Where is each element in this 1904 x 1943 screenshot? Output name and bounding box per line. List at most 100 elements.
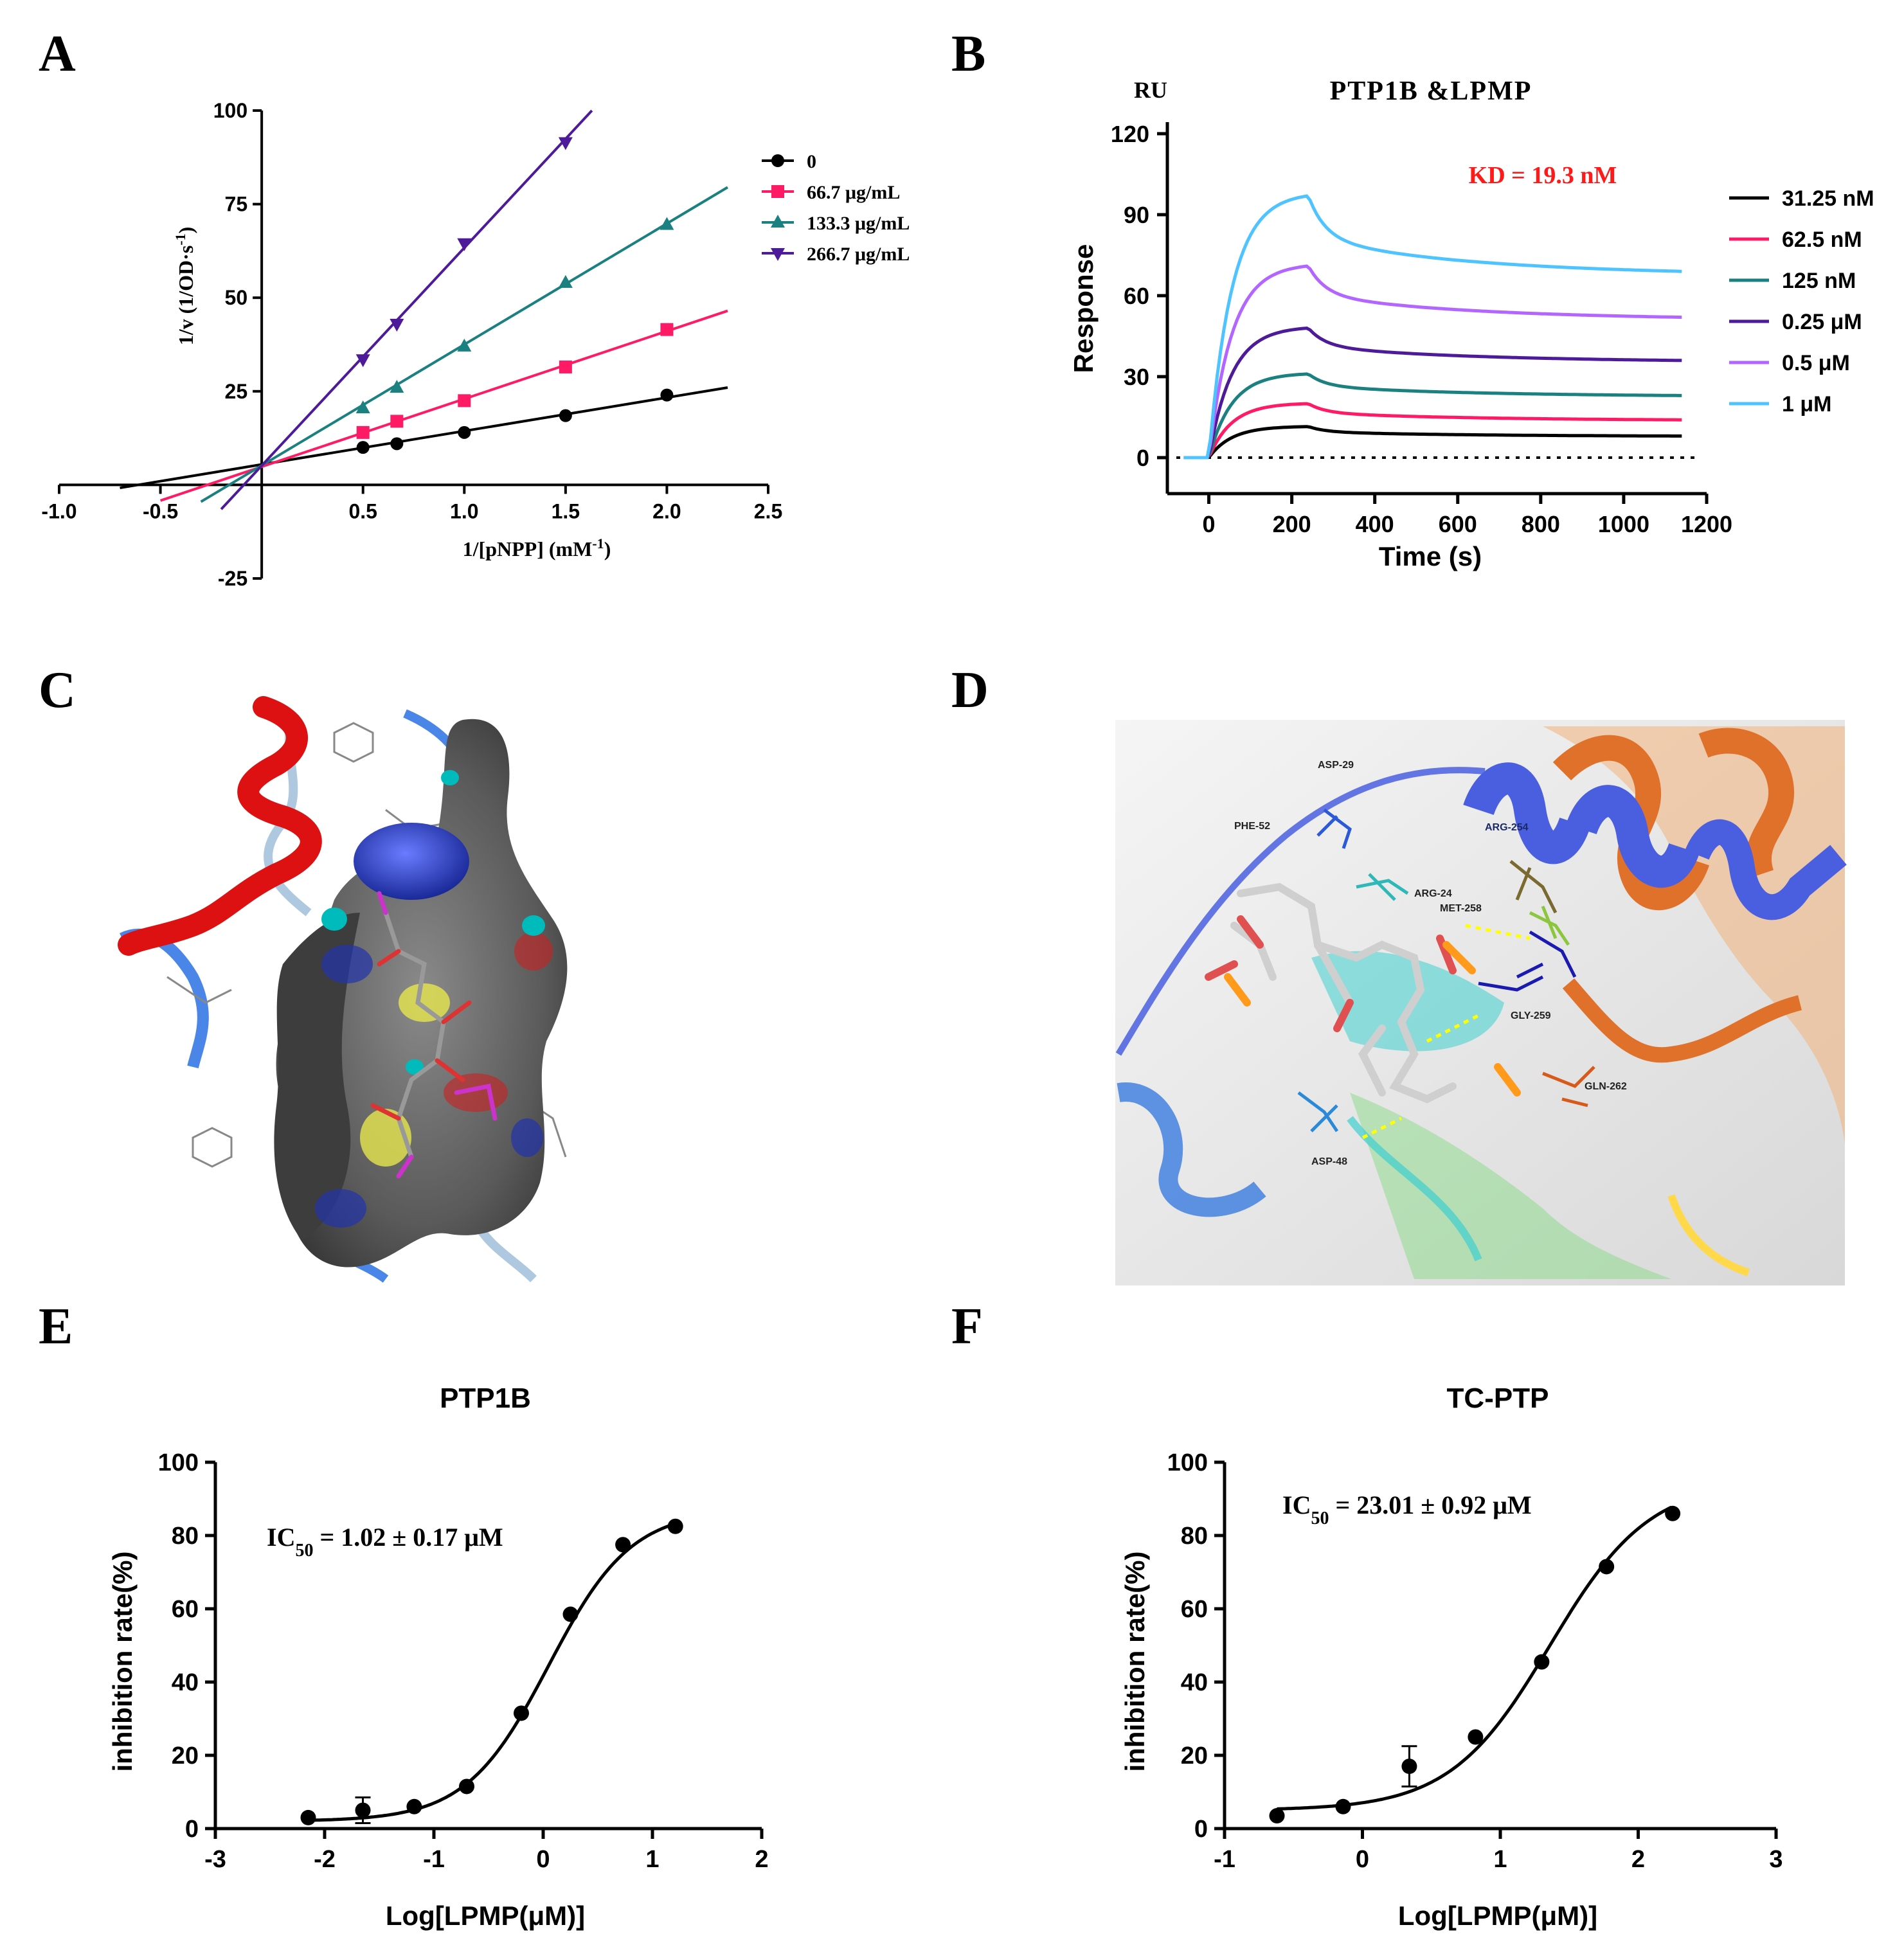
- panel-e-ylabel: inhibition rate(%): [107, 1552, 138, 1772]
- panel-e-data-point: [355, 1802, 371, 1818]
- panel-e-x-tick-label: 0: [536, 1846, 550, 1873]
- panel-b-spr-sensorgram: RU PTP1B &LPMP KD = 19.3 nM 0 200 400 600 80…: [1068, 76, 1874, 571]
- panel-e-points: [300, 1518, 683, 1825]
- panel-b-x-tick-label: 0: [1203, 511, 1216, 537]
- panel-f-xlabel: Log[LPMP(μM)]: [1398, 1901, 1597, 1931]
- panel-e-axes: [213, 1462, 762, 1831]
- panel-b-legend-label: 31.25 nM: [1782, 186, 1874, 211]
- panel-a-fit-line: [220, 109, 593, 510]
- residue-label-gly259: GLY-259: [1511, 1010, 1551, 1021]
- panel-b-curve: [1183, 264, 1682, 460]
- panel-a-ticks: -1.0 -0.5 0.5 1.0 1.5 2.0 2.5 -25 25 50 75 100: [41, 99, 782, 590]
- panel-a-lineweaver-burk-plot: -1.0 -0.5 0.5 1.0 1.5 2.0 2.5 -25 25 50 75 100 1/v …: [41, 99, 910, 590]
- panel-b-title: PTP1B &LPMP: [1330, 76, 1532, 106]
- panel-a-data-point: [355, 354, 370, 368]
- panel-e-y-tick-label: 40: [172, 1669, 199, 1696]
- panel-b-y-tick-label: 30: [1124, 364, 1149, 390]
- panel-f-data-point: [1335, 1798, 1351, 1814]
- panel-a-x-tick-label: -0.5: [143, 499, 178, 523]
- panel-e-x-tick-label: 1: [645, 1846, 659, 1873]
- panel-b-curve: [1183, 327, 1682, 460]
- panel-b-y-tick-label: 0: [1136, 445, 1149, 471]
- panel-a-data-point: [356, 441, 370, 454]
- panel-f-x-tick-label: 2: [1631, 1846, 1645, 1873]
- panel-f-y-tick-label: 80: [1181, 1523, 1208, 1550]
- panel-a-legend-label: 0: [807, 151, 816, 172]
- panel-e-x-tick-label: -2: [314, 1846, 336, 1873]
- residue-label-phe52: PHE-52: [1234, 821, 1270, 832]
- panel-a-data-point: [559, 409, 572, 422]
- panel-b-curves: [1183, 194, 1682, 460]
- panel-a-legend-label: 266.7 μg/mL: [807, 244, 910, 265]
- panel-a-data-point: [458, 425, 471, 439]
- panel-b-curve: [1183, 425, 1682, 460]
- panel-f-x-tick-label: 3: [1769, 1846, 1783, 1873]
- panel-a-x-tick-label: 2.0: [652, 499, 681, 523]
- panel-letter-c: C: [39, 662, 76, 719]
- panel-b-x-tick-label: 1000: [1598, 511, 1649, 537]
- panel-b-legend: 31.25 nM 62.5 nM 125 nM 0.25 μM 0.5 μM 1 μM: [1729, 186, 1874, 416]
- panel-a-data-point: [457, 338, 472, 352]
- panel-b-legend-label: 1 μM: [1782, 392, 1831, 416]
- panel-d-docking-complex: ASP-29 PHE-52 ARG-254 ARG-24 MET-258 GLY…: [1115, 720, 1847, 1285]
- panel-a-data-point: [458, 394, 471, 407]
- panel-f-data-point: [1269, 1808, 1285, 1824]
- panel-f-y-tick-label: 60: [1181, 1596, 1208, 1623]
- panel-b-x-tick-label: 800: [1522, 511, 1560, 537]
- panel-a-y-tick-label: 100: [213, 99, 247, 122]
- panel-f-data-point: [1534, 1654, 1550, 1670]
- panel-b-xlabel: Time (s): [1379, 541, 1482, 571]
- panel-f-title: TC-PTP: [1447, 1383, 1549, 1414]
- panel-e-data-point: [514, 1705, 529, 1721]
- panel-a-legend-marker: [771, 215, 785, 228]
- panel-f-y-tick-label: 20: [1181, 1742, 1208, 1769]
- panel-letter-f: F: [951, 1298, 983, 1355]
- panel-e-y-tick-label: 20: [172, 1742, 199, 1769]
- panel-a-y-tick-label: 75: [225, 193, 248, 216]
- panel-b-legend-label: 62.5 nM: [1782, 228, 1862, 252]
- panel-a-data-point: [558, 274, 573, 288]
- panel-f-ic50-annotation: IC50 = 23.01 ± 0.92 μM: [1282, 1491, 1532, 1528]
- panel-a-data-point: [660, 217, 674, 230]
- panel-b-ticks: 0 200 400 600 800 1000 1200 0 30 60 90 120: [1111, 121, 1732, 537]
- panel-f-x-tick-label: 1: [1493, 1846, 1507, 1873]
- panel-b-kd-annotation: KD = 19.3 nM: [1469, 162, 1617, 189]
- panel-letter-a: A: [39, 26, 76, 82]
- panel-b-curve: [1183, 402, 1682, 460]
- residue-label-met258: MET-258: [1440, 903, 1482, 914]
- panel-b-curve: [1183, 372, 1682, 460]
- panel-b-y-tick-label: 60: [1124, 283, 1149, 309]
- panel-b-x-tick-label: 600: [1439, 511, 1477, 537]
- panel-f-ylabel: inhibition rate(%): [1120, 1552, 1150, 1772]
- panel-e-y-tick-label: 80: [172, 1523, 199, 1550]
- residue-label-arg24: ARG-24: [1414, 888, 1452, 899]
- panel-a-legend-marker: [771, 248, 785, 261]
- panel-a-y-tick-label: -25: [218, 567, 247, 590]
- panel-e-data-point: [667, 1518, 683, 1534]
- panel-a-data-point: [457, 238, 472, 251]
- panel-e-xlabel: Log[LPMP(μM)]: [386, 1901, 585, 1931]
- panel-a-fit-lines: [120, 109, 728, 510]
- panel-e-fit-line: [308, 1522, 676, 1822]
- panel-f-x-tick-label: -1: [1214, 1846, 1235, 1873]
- residue-label-asp29: ASP-29: [1318, 760, 1354, 771]
- panel-f-y-tick-label: 40: [1181, 1669, 1208, 1696]
- panel-a-fit-line: [159, 309, 728, 502]
- panel-e-data-point: [406, 1798, 422, 1814]
- panel-e-data-point: [562, 1606, 579, 1622]
- panel-b-x-tick-label: 400: [1356, 511, 1394, 537]
- panel-a-data-point: [660, 323, 674, 336]
- panel-e-data-point: [300, 1809, 316, 1825]
- panel-f-fit-curve: [1277, 1505, 1673, 1811]
- panel-b-legend-label: 0.25 μM: [1782, 310, 1862, 334]
- panel-f-data-point: [1468, 1729, 1484, 1745]
- panel-f-dose-response-tcptp: TC-PTP IC50 = 23.01 ± 0.92 μM -1 0 1 2 30204…: [1120, 1383, 1783, 1931]
- panel-a-data-point: [390, 415, 404, 428]
- panel-a-y-tick-label: 25: [225, 380, 248, 403]
- panel-a-legend-label: 133.3 μg/mL: [807, 213, 910, 234]
- panel-letter-e: E: [39, 1298, 73, 1355]
- panel-a-x-tick-label: 1.5: [552, 499, 580, 523]
- panel-a-fit-line: [120, 386, 728, 490]
- panel-a-xlabel: 1/[pNPP] (mM-1): [463, 535, 611, 561]
